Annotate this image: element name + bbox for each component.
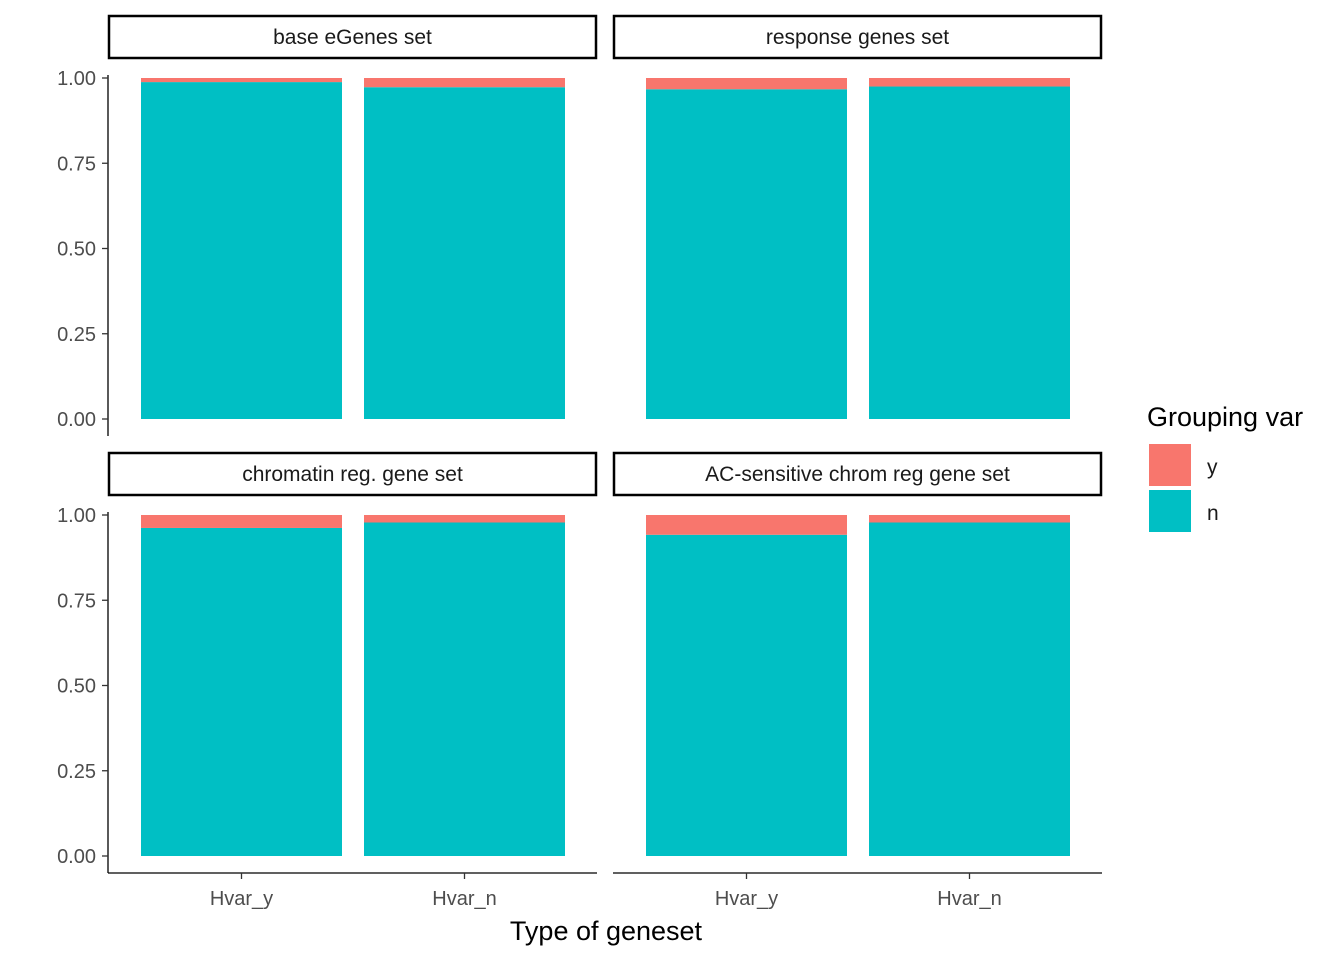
bar-segment-y [364,78,565,88]
bar-segment-n [646,534,847,856]
facet-panel: AC-sensitive chrom reg gene set Hvar_y Hva… [612,451,1103,910]
bar-segment-n [364,87,565,419]
y-tick-label: 1.00 [57,505,96,527]
bar-segment-y [646,78,847,90]
chart-panels: base eGenes set 0.00 0.25 0.50 0.75 1.00 respo… [57,14,1103,910]
x-tick-label: Hvar_y [210,888,273,910]
bar-segment-y [869,78,1070,87]
facet-panel: chromatin reg. gene set 0.00 0.25 0.50 0.75 1… [57,451,598,910]
facet-panel: base eGenes set 0.00 0.25 0.50 0.75 1.00 [57,14,598,436]
y-tick-label: 0.75 [57,590,96,612]
y-tick-label: 0.25 [57,324,96,346]
bar-segment-y [646,515,847,535]
y-tick-label: 0.00 [57,409,96,431]
legend-key-y [1149,444,1191,486]
x-tick-label: Hvar_n [432,888,496,910]
bar-segment-n [646,89,847,420]
facet-strip-label: AC-sensitive chrom reg gene set [705,463,1010,486]
bar-segment-y [364,515,565,523]
bar-segment-y [141,515,342,528]
bar-segment-n [364,522,565,856]
bar-segment-n [141,527,342,856]
legend-key-n [1149,490,1191,532]
legend-label: y [1207,456,1218,479]
y-tick-label: 0.50 [57,239,96,261]
y-tick-label: 0.50 [57,676,96,698]
y-tick-label: 1.00 [57,68,96,90]
legend: Grouping var yn [1147,402,1303,532]
legend-title: Grouping var [1147,402,1303,432]
bar-segment-n [869,86,1070,420]
legend-label: n [1207,502,1219,525]
facet-strip-label: chromatin reg. gene set [242,463,463,486]
facet-panel: response genes set [612,14,1103,420]
bar-segment-y [141,78,342,83]
bar-segment-n [869,522,1070,856]
facet-strip [107,451,598,497]
facet-strip [612,451,1103,497]
facet-strip-label: response genes set [766,26,949,49]
bar-segment-n [141,82,342,419]
x-axis-title: Type of geneset [510,916,703,946]
y-tick-label: 0.75 [57,153,96,175]
facet-strip [612,14,1103,60]
x-tick-label: Hvar_y [715,888,778,910]
y-tick-label: 0.25 [57,761,96,783]
x-tick-label: Hvar_n [937,888,1001,910]
y-tick-label: 0.00 [57,846,96,868]
bar-segment-y [869,515,1070,523]
facet-strip [107,14,598,60]
facet-strip-label: base eGenes set [273,26,432,49]
